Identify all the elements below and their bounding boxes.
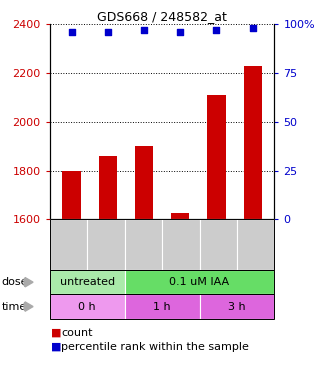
Text: 3 h: 3 h	[228, 302, 246, 312]
Bar	[135, 146, 153, 219]
Text: 0 h: 0 h	[78, 302, 96, 312]
Point	[250, 25, 255, 31]
Text: 0.1 uM IAA: 0.1 uM IAA	[169, 277, 230, 287]
Text: time: time	[2, 302, 27, 312]
Text: ■: ■	[51, 328, 62, 338]
Bar	[99, 156, 117, 219]
Point	[105, 29, 110, 35]
Bar	[171, 213, 189, 219]
Title: GDS668 / 248582_at: GDS668 / 248582_at	[97, 10, 227, 23]
Bar	[207, 95, 226, 219]
Point	[178, 29, 183, 35]
Point	[214, 27, 219, 33]
Text: ■: ■	[51, 342, 62, 352]
Text: count: count	[61, 328, 92, 338]
Point	[69, 29, 74, 35]
Point	[142, 27, 147, 33]
Text: percentile rank within the sample: percentile rank within the sample	[61, 342, 249, 352]
Bar	[244, 66, 262, 219]
Text: 1 h: 1 h	[153, 302, 171, 312]
Bar	[63, 171, 81, 219]
Text: dose: dose	[2, 277, 28, 287]
Text: untreated: untreated	[60, 277, 115, 287]
